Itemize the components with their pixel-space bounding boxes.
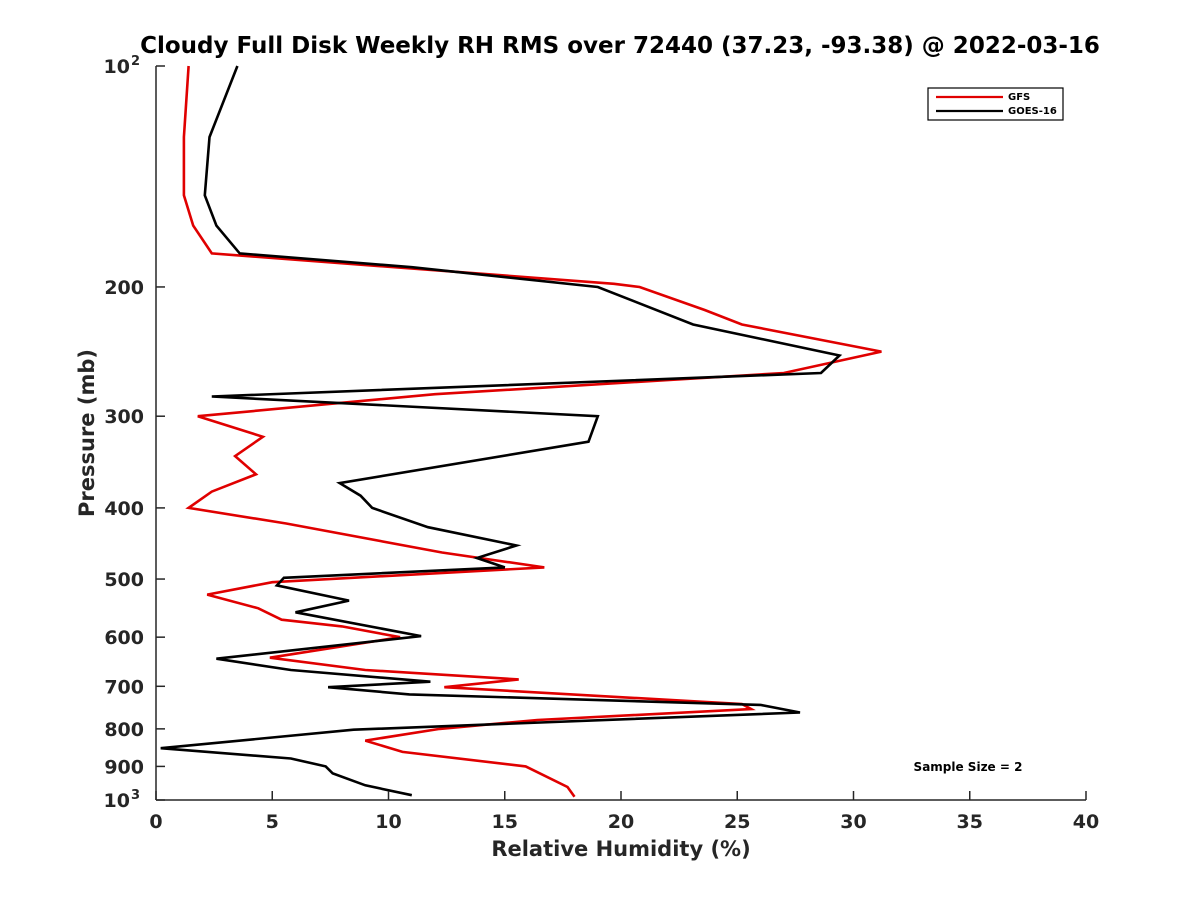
series-line-goes16 (160, 65, 843, 797)
plot-area (156, 66, 1086, 800)
y-tick-label: 200 (104, 277, 144, 299)
x-tick-label: 5 (266, 811, 279, 833)
y-axis-label: Pressure (mb) (75, 349, 99, 517)
y-tick-label: 600 (104, 627, 144, 649)
legend-box (927, 87, 1064, 121)
chart-title: Cloudy Full Disk Weekly RH RMS over 7244… (140, 33, 1100, 59)
legend: GFS GOES-16 (927, 87, 1064, 121)
y-tick-label: 300 (104, 406, 144, 428)
legend-label-goes16: GOES-16 (1008, 106, 1057, 117)
y-tick-label: 10 (104, 56, 130, 78)
x-tick-label: 0 (149, 811, 162, 833)
y-tick-exponent: 2 (131, 54, 140, 69)
y-tick-label: 10 (104, 790, 130, 812)
series-layer (160, 65, 882, 798)
series-line-gfs (182, 65, 882, 798)
x-tick-label: 25 (724, 811, 750, 833)
y-tick-label: 500 (104, 569, 144, 591)
y-tick-label: 400 (104, 498, 144, 520)
x-tick-label: 40 (1073, 811, 1099, 833)
x-axis-label: Relative Humidity (%) (491, 837, 750, 861)
legend-label-gfs: GFS (1008, 92, 1030, 103)
y-tick-label: 900 (104, 756, 144, 778)
x-tick-label: 30 (840, 811, 866, 833)
y-tick-exponent: 3 (131, 788, 140, 803)
y-tick-label: 700 (104, 676, 144, 698)
x-ticks: 0 5 10 15 20 25 30 35 40 (149, 791, 1099, 833)
x-tick-label: 10 (375, 811, 401, 833)
sample-size-annotation: Sample Size = 2 (914, 760, 1023, 774)
x-tick-label: 35 (957, 811, 983, 833)
y-tick-label: 800 (104, 719, 144, 741)
x-tick-label: 15 (492, 811, 518, 833)
x-tick-label: 20 (608, 811, 634, 833)
